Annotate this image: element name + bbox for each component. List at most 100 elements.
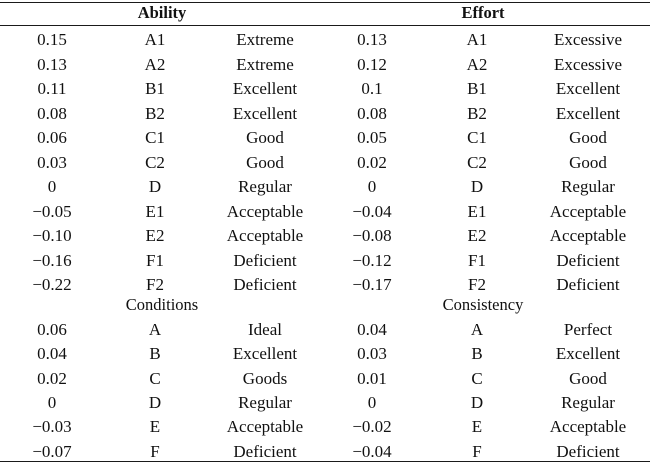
left-label-cell: Deficient [233,441,297,461]
right-value-cell: −0.02 [352,417,392,437]
right-value-cell: −0.04 [352,201,392,221]
right-label-cell: Perfect [563,320,613,339]
right-label-cell: Excellent [555,103,621,123]
right-value-cell: 0.1 [361,79,383,98]
table-row: 0.11 B1 Excellent 0.1 B1 Excellent [0,77,650,101]
left-label-cell: Extreme [236,54,294,74]
right-label-cell: Regular [561,177,615,196]
right-value-cell: −0.12 [352,250,392,270]
left-grade-cell: A1 [144,30,166,49]
left-value-cell: −0.05 [32,201,72,221]
right-label-cell: Excellent [555,79,621,98]
left-value-cell: 0 [47,177,57,196]
right-grade-cell: A2 [466,54,488,74]
right-value-cell: 0.05 [357,128,387,147]
right-value-cell: 0 [367,392,377,412]
right-grade-cell: C2 [467,152,487,172]
left-label-cell: Deficient [233,275,297,294]
conditions-title: Conditions [125,295,199,314]
left-grade-cell: D [148,392,162,412]
effort-title: Effort [461,3,505,22]
table-row: 0 D Regular 0 D Regular [0,391,650,415]
left-label-cell: Excellent [232,103,298,123]
left-label-cell: Goods [242,368,288,388]
left-value-cell: −0.03 [32,417,72,437]
left-value-cell: 0.06 [37,128,67,147]
right-value-cell: 0.02 [357,152,387,172]
left-grade-cell: E [149,417,161,437]
left-value-cell: 0.03 [37,152,67,172]
right-value-cell: 0.04 [357,320,387,339]
left-value-cell: 0.15 [37,30,67,49]
right-value-cell: 0.01 [357,368,387,388]
left-value-cell: 0.04 [37,344,67,364]
right-grade-cell: C [471,368,483,388]
table-row: 0 D Regular 0 D Regular [0,175,650,199]
right-grade-cell: C1 [467,128,487,147]
left-label-cell: Excellent [232,344,298,364]
right-label-cell: Good [569,152,607,172]
right-value-cell: 0 [367,177,377,196]
table-top-rule [0,2,650,3]
table-row: 0.03 C2 Good 0.02 C2 Good [0,151,650,175]
right-grade-cell: D [470,177,484,196]
left-value-cell: 0.11 [37,79,67,98]
left-value-cell: −0.16 [32,250,72,270]
left-grade-cell: F [150,441,160,461]
right-label-cell: Excessive [554,30,622,49]
right-label-cell: Deficient [556,441,620,461]
table-row: −0.07 F Deficient −0.04 F Deficient [0,440,650,464]
left-label-cell: Regular [238,177,292,196]
left-grade-cell: F2 [146,275,164,294]
right-value-cell: 0.08 [357,103,387,123]
left-grade-cell: B2 [145,103,165,123]
right-grade-cell: B2 [467,103,487,123]
table-row: −0.16 F1 Deficient −0.12 F1 Deficient [0,249,650,273]
left-grade-cell: C2 [145,152,165,172]
table-row: 0.15 A1 Extreme 0.13 A1 Excessive [0,28,650,52]
table-row: 0.06 C1 Good 0.05 C1 Good [0,126,650,150]
right-value-cell: −0.08 [352,226,392,245]
right-value-cell: 0.13 [357,30,387,49]
ability-title: Ability [137,3,187,22]
right-grade-cell: E2 [467,226,487,245]
left-value-cell: 0.06 [37,320,67,339]
left-label-cell: Acceptable [226,201,304,221]
right-value-cell: 0.12 [357,54,387,74]
left-grade-cell: A2 [144,54,166,74]
right-value-cell: −0.04 [352,441,392,461]
right-grade-cell: D [470,392,484,412]
left-label-cell: Good [246,128,284,147]
table-row: 0.08 B2 Excellent 0.08 B2 Excellent [0,102,650,126]
left-label-cell: Acceptable [226,417,304,437]
right-label-cell: Deficient [556,250,620,270]
left-value-cell: 0 [47,392,57,412]
table-row: −0.22 F2 Deficient −0.17 F2 Deficient [0,273,650,297]
right-grade-cell: E1 [467,201,487,221]
table-bottom-rule [0,461,650,462]
left-value-cell: −0.07 [32,441,72,461]
left-label-cell: Regular [238,392,292,412]
table-row: 0.02 C Goods 0.01 C Good [0,367,650,391]
left-value-cell: −0.10 [32,226,72,245]
left-label-cell: Excellent [232,79,298,98]
right-grade-cell: F2 [468,275,486,294]
right-grade-cell: E [471,417,483,437]
right-label-cell: Good [569,128,607,147]
right-label-cell: Acceptable [549,201,627,221]
right-value-cell: 0.03 [357,344,387,364]
right-label-cell: Good [569,368,607,388]
left-grade-cell: D [148,177,162,196]
right-grade-cell: F1 [468,250,486,270]
right-grade-cell: B [471,344,483,364]
left-value-cell: −0.22 [32,275,72,294]
left-label-cell: Good [246,152,284,172]
table-row: 0.13 A2 Extreme 0.12 A2 Excessive [0,53,650,77]
left-value-cell: 0.13 [37,54,67,74]
left-grade-cell: B [149,344,161,364]
left-label-cell: Deficient [233,250,297,270]
table-row: 0.04 B Excellent 0.03 B Excellent [0,342,650,366]
table-row: −0.05 E1 Acceptable −0.04 E1 Acceptable [0,200,650,224]
header-rule [0,25,650,26]
